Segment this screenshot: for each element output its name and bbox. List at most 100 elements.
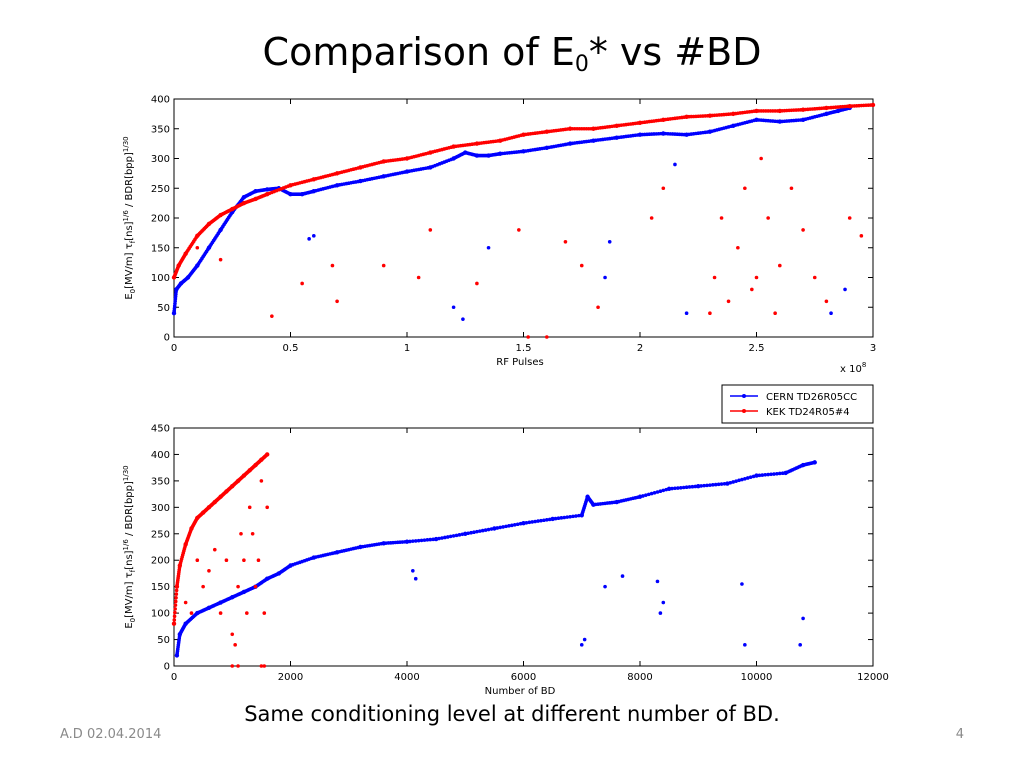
point-cern-bottom [413,539,418,543]
point-cern-bottom [678,485,683,490]
outlier-kek-top [801,228,805,232]
x-multiplier-exp: 8 [862,361,866,369]
outlier-cern-top [603,275,607,280]
point-kek-bottom [173,599,178,604]
outlier-cern-top [684,311,689,316]
y-tick-label-top: 200 [151,214,170,225]
point-cern-bottom [641,494,645,498]
point-cern-bottom [681,485,686,490]
point-cern-bottom [769,472,773,477]
point-cern-bottom [740,477,744,482]
point-cern-bottom [637,494,643,499]
point-cern-bottom [763,473,768,477]
point-cern-bottom [562,515,567,520]
y-tick-label-bottom: 100 [151,609,170,620]
ylabel-mvm: [MV/m] τ [124,243,135,289]
point-cern-bottom [451,534,456,538]
title-subscript: 0 [574,52,589,77]
point-kek-top [870,102,876,108]
point-cern-bottom [457,533,462,537]
point-cern-bottom [445,535,450,539]
outlier-kek-top [750,287,754,292]
outlier-kek-bottom [183,600,188,605]
outlier-kek-top [754,275,759,280]
y-tick-label-bottom: 200 [151,556,170,567]
ylabel-e: E [124,293,135,299]
x-axis-label-bottom: Number of BD [485,686,556,697]
point-cern-bottom [745,476,750,480]
outlier-kek-bottom [230,664,235,668]
legend-label-kek: KEK TD24R05#4 [766,407,850,418]
outlier-kek-top [824,299,829,304]
point-cern-bottom [472,530,476,534]
outlier-kek-top [726,299,731,304]
outlier-cern-bottom [801,616,805,621]
y-tick-label-bottom: 150 [151,582,170,593]
ylabel-exp-16: 1/6 [122,539,130,551]
point-kek-bottom [174,588,179,593]
outlier-kek-bottom [259,479,264,483]
outlier-kek-top [579,263,584,268]
data-marks-top [171,102,876,339]
outlier-kek-top [766,216,770,220]
outlier-kek-bottom [207,569,211,573]
point-cern-bottom [542,518,546,523]
outlier-kek-top [649,216,654,220]
point-cern-bottom [571,514,575,519]
outlier-kek-bottom [189,611,194,615]
ylabel-ns: [ns] [124,550,135,569]
outlier-cern-bottom [740,582,744,586]
point-cern-bottom [760,473,765,477]
outlier-kek-top [526,335,530,339]
point-cern-bottom [702,483,706,488]
x-tick-label-top: 1.5 [516,343,532,354]
x-tick-label-top: 0 [171,343,177,354]
point-cern-bottom [574,514,578,518]
outlier-kek-top [381,263,386,268]
point-cern-bottom [731,480,735,484]
outlier-kek-top [270,314,274,318]
outlier-kek-top [661,186,666,191]
outlier-cern-bottom [798,643,802,647]
outlier-kek-top [475,281,479,286]
point-cern-bottom [553,516,558,521]
point-cern-bottom [734,479,738,483]
point-cern-bottom [655,490,660,494]
point-cern-bottom [428,537,433,542]
point-cern-bottom [652,490,657,495]
point-cern-bottom [568,514,572,519]
point-cern-bottom [433,536,439,542]
outlier-cern-top [829,311,833,316]
point-cern-bottom [539,518,543,523]
x-axis-ticks-bottom: 0 2000 4000 6000 8000 10000 12000 [171,428,889,683]
point-cern-bottom [556,516,561,521]
outlier-kek-bottom [253,584,258,589]
y-tick-label-bottom: 50 [157,635,170,646]
point-cern-bottom [687,485,692,489]
outlier-kek-top [759,156,763,161]
point-cern-bottom [748,475,753,479]
outlier-kek-top [736,245,740,250]
y-tick-label-top: 150 [151,243,170,254]
x-axis-ticks-top: 0 0.5 1 1.5 2 2.5 3 [171,99,876,354]
outlier-cern-top [607,240,612,244]
x-tick-label-top: 0.5 [283,343,299,354]
chart-top-rf-pulses: 0 0.5 1 1.5 2 2.5 3 0 50 100 150 200 250 300 350 400 R… [122,95,876,376]
outlier-kek-top [859,234,864,238]
point-cern-bottom [536,519,540,523]
point-cern-bottom [696,483,701,489]
point-cern-bottom [754,473,759,478]
outlier-cern-bottom [413,576,418,581]
plot-area-bottom [173,427,874,667]
point-cern-bottom [728,480,733,485]
y-tick-label-bottom: 400 [151,450,170,461]
outlier-cern-bottom [661,600,666,605]
point-cern-bottom [463,531,468,536]
point-cern-bottom [725,481,730,486]
outlier-kek-bottom [201,584,205,589]
y-tick-label-bottom: 450 [151,424,170,435]
point-cern-bottom [559,516,564,520]
point-cern-bottom [690,484,695,489]
outlier-kek-top [789,186,794,191]
